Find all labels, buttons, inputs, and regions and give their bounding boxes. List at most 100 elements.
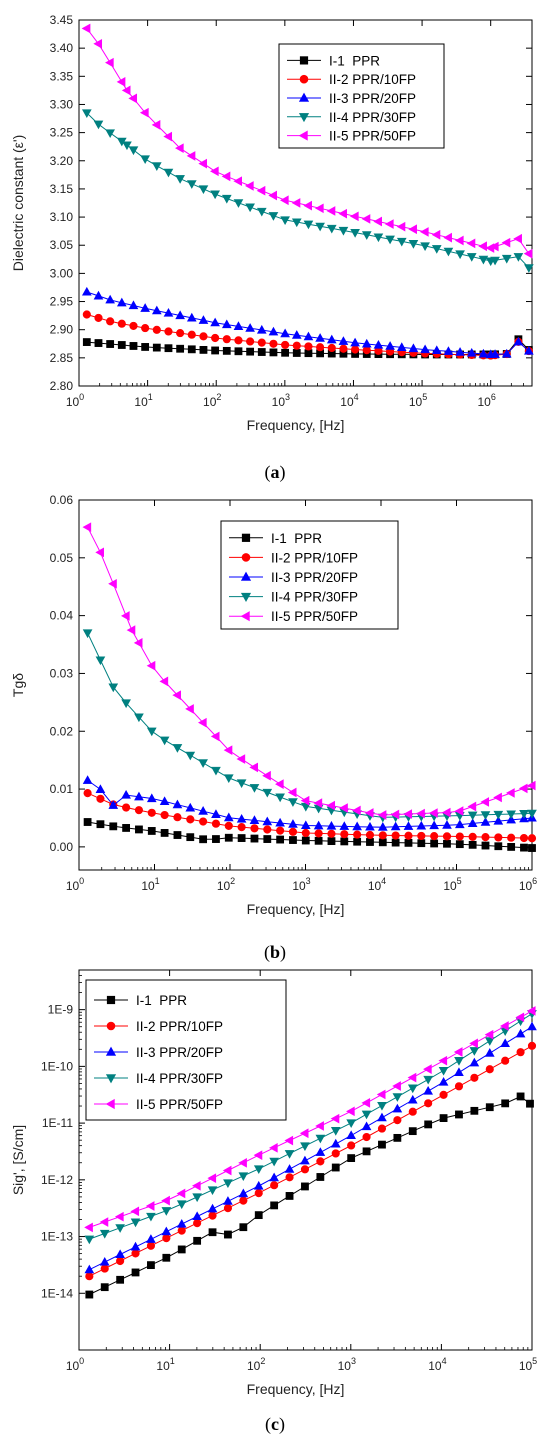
data-point — [396, 237, 407, 247]
data-point — [314, 836, 323, 845]
x-tick-base: 10 — [292, 879, 306, 893]
data-point — [393, 1116, 402, 1125]
data-point — [347, 1154, 356, 1163]
data-point — [199, 345, 208, 354]
chart-panel-1: 100 101 102 103 104 105 1062.802.852.902.953.0… — [10, 13, 534, 483]
data-point — [249, 762, 258, 773]
data-point — [134, 791, 144, 801]
data-point — [423, 1064, 432, 1074]
data-point — [455, 347, 465, 356]
data-point — [300, 1155, 310, 1165]
y-tick-label: 3.05 — [50, 238, 74, 252]
panel-label: (a) — [265, 462, 286, 483]
data-point — [300, 795, 310, 806]
legend-box — [220, 520, 399, 630]
data-point — [350, 229, 360, 238]
x-tick-exponent: 2 — [260, 1356, 265, 1366]
y-tick-label: 3.45 — [50, 13, 74, 27]
data-point — [151, 305, 162, 315]
legend-label: I-1 PPR — [136, 993, 187, 1008]
x-tick-base: 10 — [519, 1359, 533, 1373]
data-point — [224, 1230, 232, 1239]
data-point — [173, 813, 182, 822]
data-point — [96, 820, 105, 829]
data-point — [338, 208, 347, 219]
data-point — [327, 343, 336, 353]
series-5 — [84, 1006, 536, 1233]
data-point — [316, 343, 325, 352]
data-point — [192, 1211, 202, 1221]
data-point — [439, 1090, 448, 1099]
data-point — [263, 825, 272, 834]
data-point — [160, 810, 169, 820]
data-point — [280, 216, 290, 226]
x-tick-exponent: 5 — [457, 876, 462, 886]
x-tick-label: 102 — [217, 876, 235, 893]
data-point — [151, 162, 162, 171]
data-point — [315, 333, 325, 342]
data-point — [378, 838, 387, 847]
series-line — [86, 314, 530, 357]
legend: I-1 PPR II-2 PPR/10FP II-3 PPR/20FP II-4 PP… — [220, 520, 399, 630]
x-axis-title: Frequency, [Hz] — [247, 417, 345, 433]
data-point — [377, 810, 387, 820]
data-point — [94, 313, 103, 322]
data-point — [105, 129, 115, 138]
x-tick-label: 105 — [443, 876, 461, 893]
data-point — [81, 23, 91, 34]
data-point — [493, 815, 504, 825]
x-tick-exponent: 2 — [216, 392, 221, 402]
data-point — [520, 843, 528, 852]
data-point — [146, 1212, 156, 1222]
data-point — [467, 811, 478, 821]
data-point — [373, 233, 384, 243]
data-point — [207, 1186, 218, 1196]
x-tick-exponent: 3 — [306, 876, 311, 886]
data-point — [454, 806, 464, 816]
data-point — [326, 224, 337, 234]
data-point — [262, 816, 273, 826]
data-point — [315, 1147, 326, 1156]
data-point — [361, 1110, 372, 1120]
x-tick-label: 100 — [66, 392, 84, 409]
series-line — [87, 632, 533, 818]
data-point — [186, 180, 197, 189]
legend-label: II-3 PPR/20FP — [271, 570, 358, 585]
data-point — [222, 346, 231, 355]
data-point — [185, 751, 196, 761]
data-point — [223, 1204, 233, 1213]
data-point — [275, 817, 285, 827]
x-tick-label: 103 — [338, 1356, 356, 1373]
data-point — [128, 300, 139, 310]
legend-label: II-4 PPR/30FP — [271, 590, 358, 605]
data-point — [115, 1211, 124, 1222]
data-point — [269, 348, 278, 357]
data-point — [506, 788, 515, 798]
data-point — [396, 342, 407, 351]
data-point — [455, 1110, 463, 1119]
data-point — [262, 788, 273, 798]
data-point — [385, 341, 395, 350]
legend-marker — [105, 1098, 115, 1110]
data-point — [176, 1188, 186, 1199]
data-point — [270, 1201, 279, 1210]
legend-marker — [299, 56, 309, 65]
data-point — [122, 824, 131, 832]
data-point — [121, 85, 131, 96]
data-point — [470, 1073, 479, 1082]
data-point — [116, 1256, 125, 1266]
data-point — [129, 321, 138, 330]
data-point — [130, 1206, 140, 1217]
data-point — [268, 326, 279, 336]
data-point — [176, 344, 185, 353]
data-point — [373, 339, 384, 349]
data-point — [177, 1245, 186, 1254]
data-point — [163, 308, 174, 317]
x-tick-label: 103 — [292, 876, 310, 893]
legend-marker — [299, 74, 309, 84]
data-point — [455, 250, 465, 260]
x-tick-label: 105 — [519, 1356, 537, 1373]
data-point — [95, 547, 104, 558]
data-point — [135, 825, 143, 834]
data-point — [468, 840, 477, 849]
